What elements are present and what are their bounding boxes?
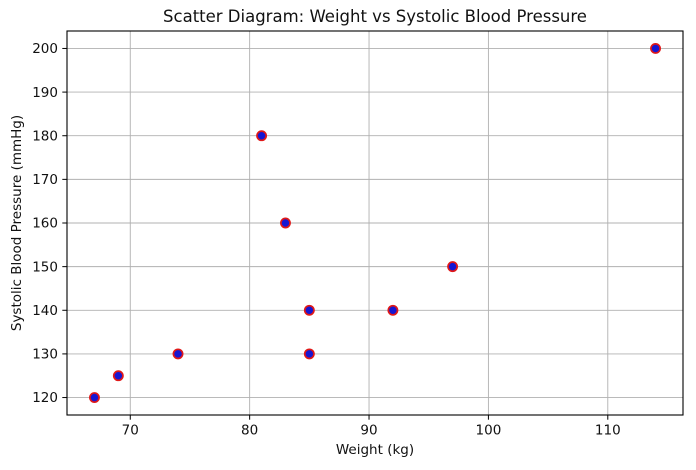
x-tick-label: 100: [476, 423, 502, 439]
y-tick-label: 150: [32, 259, 58, 275]
y-tick-label: 140: [32, 303, 58, 319]
y-tick-label: 190: [32, 85, 58, 101]
y-tick-label: 120: [32, 390, 58, 406]
data-point: [387, 304, 399, 316]
y-tick-label: 180: [32, 128, 58, 144]
x-tick-label: 90: [360, 423, 377, 439]
data-point: [112, 370, 124, 382]
y-tick-label: 170: [32, 172, 58, 188]
data-point: [280, 217, 291, 229]
data-point: [256, 130, 268, 142]
x-tick-label: 70: [122, 423, 139, 439]
data-point: [303, 348, 315, 360]
data-point: [303, 304, 315, 316]
x-tick-label: 80: [241, 423, 258, 439]
data-point: [447, 261, 459, 273]
chart-title: Scatter Diagram: Weight vs Systolic Bloo…: [163, 7, 587, 26]
y-axis-label: Systolic Blood Pressure (mmHg): [9, 114, 25, 332]
y-tick-label: 160: [32, 216, 58, 232]
x-tick-label: 110: [595, 423, 621, 439]
data-point: [89, 392, 100, 403]
data-point: [172, 348, 184, 360]
x-axis-label: Weight (kg): [335, 442, 415, 458]
data-point: [650, 43, 661, 54]
y-tick-label: 130: [32, 347, 58, 363]
y-tick-label: 200: [32, 41, 58, 57]
